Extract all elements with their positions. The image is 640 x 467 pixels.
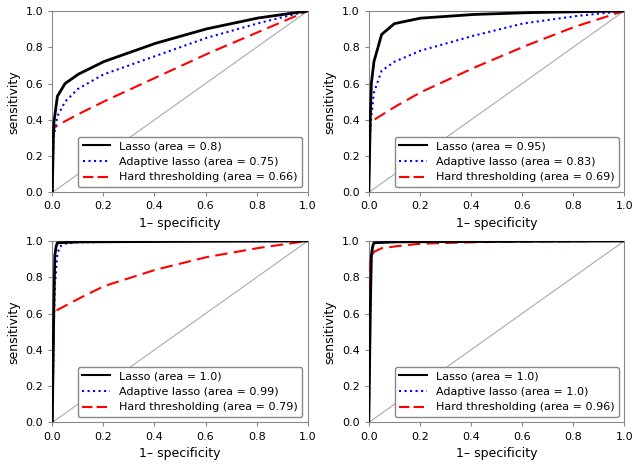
Y-axis label: sensitivity: sensitivity (7, 70, 20, 134)
Y-axis label: sensitivity: sensitivity (323, 300, 337, 363)
X-axis label: 1– specificity: 1– specificity (456, 447, 537, 460)
Y-axis label: sensitivity: sensitivity (323, 70, 337, 134)
X-axis label: 1– specificity: 1– specificity (140, 217, 221, 230)
X-axis label: 1– specificity: 1– specificity (140, 447, 221, 460)
Legend: Lasso (area = 0.95), Adaptive lasso (area = 0.83), Hard thresholding (area = 0.6: Lasso (area = 0.95), Adaptive lasso (are… (394, 137, 619, 187)
Y-axis label: sensitivity: sensitivity (7, 300, 20, 363)
Legend: Lasso (area = 1.0), Adaptive lasso (area = 0.99), Hard thresholding (area = 0.79: Lasso (area = 1.0), Adaptive lasso (area… (78, 367, 302, 417)
Legend: Lasso (area = 0.8), Adaptive lasso (area = 0.75), Hard thresholding (area = 0.66: Lasso (area = 0.8), Adaptive lasso (area… (78, 137, 302, 187)
Legend: Lasso (area = 1.0), Adaptive lasso (area = 1.0), Hard thresholding (area = 0.96): Lasso (area = 1.0), Adaptive lasso (area… (394, 367, 619, 417)
X-axis label: 1– specificity: 1– specificity (456, 217, 537, 230)
